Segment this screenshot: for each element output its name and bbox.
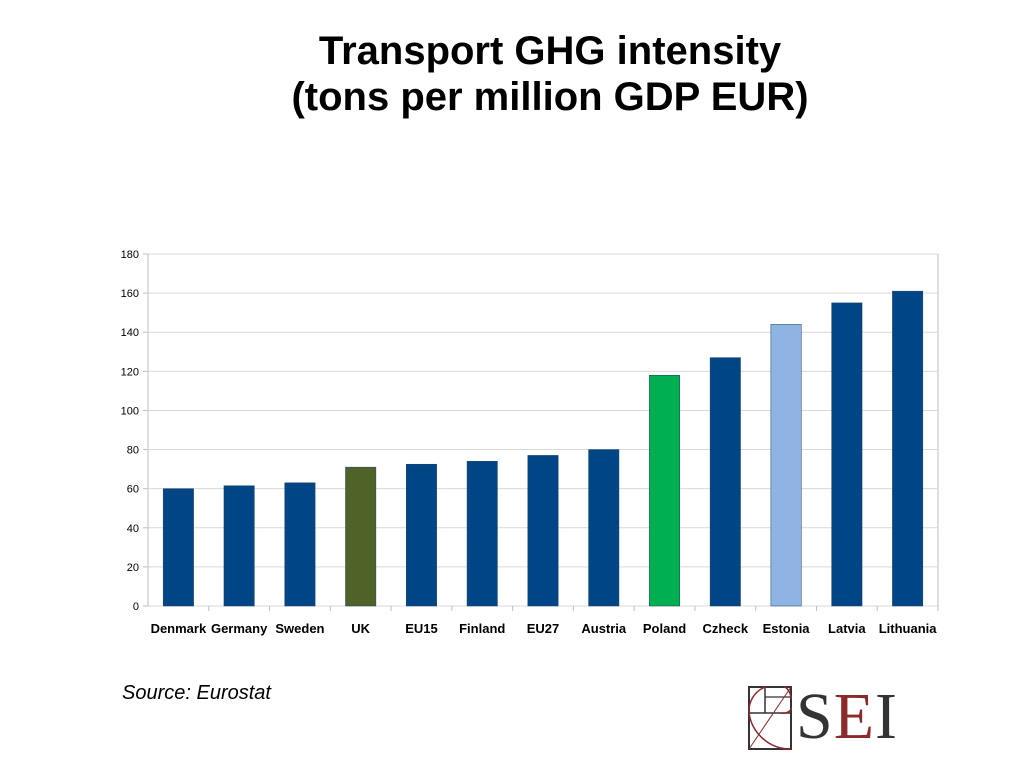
bar-czheck [709, 357, 741, 607]
y-axis-ticks: 0 20 40 60 80 100 120 140 160 180 [121, 249, 139, 613]
x-tick-label: Finland [459, 621, 505, 636]
x-tick-label: Poland [643, 621, 686, 636]
logo-text: SEI [796, 684, 898, 750]
y-tick-label: 180 [121, 249, 139, 261]
y-tick-label: 80 [127, 445, 139, 457]
bar-uk [345, 466, 377, 607]
x-tick-label: Estonia [763, 621, 811, 636]
y-tick-label: 20 [127, 562, 139, 574]
y-tick-label: 40 [127, 523, 139, 535]
y-tick-label: 60 [127, 484, 139, 496]
bar-eu27 [527, 455, 559, 607]
y-tick-label: 120 [121, 366, 139, 378]
source-note: Source: Eurostat [122, 682, 271, 704]
x-tick-label: Germany [211, 621, 268, 636]
bar-poland [649, 374, 680, 607]
x-tick-label: UK [351, 621, 370, 636]
x-tick-label: EU15 [405, 621, 438, 636]
chart-title-line-2: (tons per million GDP EUR) [291, 75, 809, 119]
bar-sweden [284, 482, 316, 607]
x-axis-ticks: Denmark Germany Sweden UK EU15 Finland EU27 Aus… [151, 606, 939, 636]
logo-letter-e: E [833, 680, 876, 753]
bar-eu15 [406, 463, 437, 607]
bars [162, 290, 924, 607]
logo-letter-s: S [796, 680, 834, 753]
bar-estonia [770, 324, 802, 607]
bar-denmark [162, 488, 194, 607]
y-tick-label: 0 [133, 601, 139, 613]
y-tick-label: 160 [121, 288, 139, 300]
bar-latvia [831, 302, 863, 607]
y-tick-label: 100 [121, 405, 139, 417]
bar-finland [466, 461, 498, 607]
y-tick-label: 140 [121, 327, 139, 339]
logo-letter-i: I [875, 680, 899, 753]
sei-logo: SEI [748, 684, 928, 754]
x-tick-label: Lithuania [879, 621, 938, 636]
x-tick-label: Denmark [151, 621, 207, 636]
x-tick-label: Sweden [275, 621, 324, 636]
chart-title: Transport GHG intensity (tons per millio… [150, 28, 950, 120]
bar-germany [223, 485, 255, 607]
bar-austria [588, 449, 620, 607]
x-tick-label: EU27 [527, 621, 560, 636]
golden-spiral-icon [748, 686, 792, 750]
chart-title-line-1: Transport GHG intensity [318, 29, 782, 73]
x-tick-label: Latvia [828, 621, 866, 636]
x-tick-label: Austria [581, 621, 627, 636]
x-tick-label: Czheck [703, 621, 749, 636]
bar-lithuania [892, 290, 924, 607]
